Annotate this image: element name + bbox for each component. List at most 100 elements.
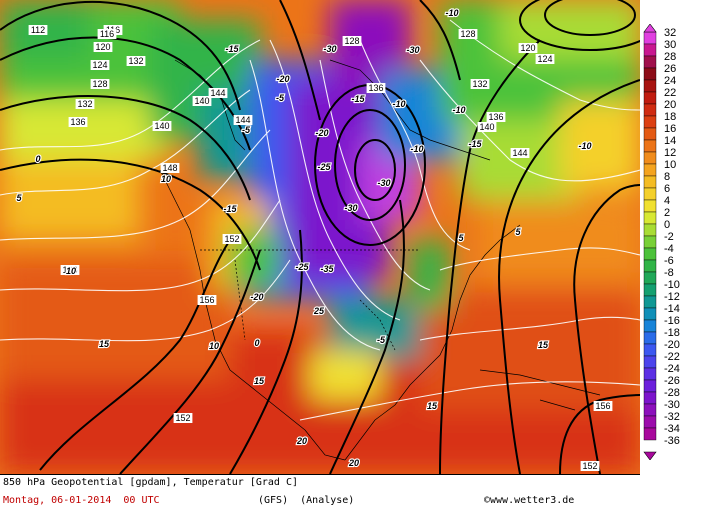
geopotential-label-bg (535, 54, 555, 64)
temperature-label: 0 (35, 154, 40, 164)
temperature-label: 10 (161, 174, 171, 184)
isotherms (0, 19, 640, 421)
legend-swatch (643, 55, 657, 69)
temperature-label: 15 (427, 401, 438, 411)
geopotential-label: 140 (154, 121, 169, 131)
temperature-label: -30 (323, 44, 336, 54)
temperature-label: 15 (99, 339, 110, 349)
legend-tick-label: -12 (664, 291, 680, 303)
geopotential-label-bg (477, 122, 497, 132)
legend-tick-label: -36 (664, 435, 680, 447)
temperature-label: 10 (66, 266, 76, 276)
geopotential-label: 144 (512, 148, 527, 158)
geopotential-label: 156 (595, 401, 610, 411)
weather-map: 1121161201241281321361401441481521561281… (0, 0, 640, 474)
geopotential-label-bg (173, 413, 193, 423)
legend-swatch (643, 247, 657, 261)
geopotential-label: 152 (175, 413, 190, 423)
geopotential-label: 140 (194, 96, 209, 106)
legend-tick-label: -24 (664, 363, 680, 375)
geopotential-label: 128 (344, 36, 359, 46)
legend-tick-label: -26 (664, 375, 680, 387)
legend-swatch (643, 151, 657, 165)
temperature-label: 0 (254, 338, 259, 348)
geopotential-label-bg (152, 121, 172, 131)
legend-tick-label: 2 (664, 207, 670, 219)
temperature-label: -5 (377, 335, 386, 345)
legend-swatch (643, 379, 657, 393)
geopotential-label-bg (197, 295, 217, 305)
legend-tick-label: -28 (664, 387, 680, 399)
map-footer: 850 hPa Geopotential [gpdam], Temperatur… (0, 474, 640, 514)
temperature-label: -20 (315, 128, 328, 138)
geopotential-label: 144 (235, 115, 250, 125)
legend-swatch (643, 355, 657, 369)
legend-tick-label: 26 (664, 63, 676, 75)
temperature-label: 5 (458, 233, 464, 243)
temperature-label: -10 (410, 144, 423, 154)
legend-swatch (643, 343, 657, 357)
temperature-label: -30 (344, 203, 357, 213)
legend-swatch (643, 199, 657, 213)
geopotential-label-bg (90, 79, 110, 89)
temperature-label: -25 (317, 162, 331, 172)
temperature-label: 25 (313, 306, 325, 316)
geopotential-label-bg (222, 234, 242, 244)
temperature-label: -20 (250, 292, 263, 302)
legend-swatch (643, 115, 657, 129)
footer-date: Montag, 06-01-2014 00 UTC (3, 495, 160, 506)
geopotential-label: 136 (368, 83, 383, 93)
temperature-field (0, 0, 640, 474)
temperature-label: 15 (254, 376, 265, 386)
temperature-label: -10 (452, 105, 465, 115)
legend-tick-label: -20 (664, 339, 680, 351)
geopotential-label-bg (486, 112, 506, 122)
geopotential-label-bg (458, 29, 478, 39)
geopotential-label-bg (510, 148, 530, 158)
legend-swatch (643, 103, 657, 117)
temperature-label: -15 (225, 44, 239, 54)
geopotential-label: 132 (128, 56, 143, 66)
temperature-label: -35 (320, 264, 334, 274)
geopotential-label-bg (75, 99, 95, 109)
legend-tick-label: 10 (664, 159, 676, 171)
geopotential-label: 148 (62, 265, 77, 275)
legend-tick-label: 30 (664, 39, 676, 51)
geopotential-label-bg (342, 36, 362, 46)
temperature-label: 10 (209, 341, 219, 351)
geopotential-label-bg (366, 83, 386, 93)
legend-swatch (643, 307, 657, 321)
temperature-label: -15 (468, 139, 482, 149)
legend-tick-label: 6 (664, 183, 670, 195)
legend-swatch (643, 391, 657, 405)
legend-tick-label: -2 (664, 231, 674, 243)
geopotential-label-bg (160, 163, 180, 173)
temperature-label: -15 (223, 204, 237, 214)
geopotential-label-bg (126, 56, 146, 66)
geopotential-label-bg (97, 29, 117, 39)
geopotential-label: 152 (224, 234, 239, 244)
geopotential-label-bg (208, 88, 228, 98)
legend-swatch (643, 403, 657, 417)
legend-swatch (643, 211, 657, 225)
legend-swatch (643, 271, 657, 285)
legend-tick-label: -10 (664, 279, 680, 291)
legend-tick-label: -30 (664, 399, 680, 411)
legend-tick-label: -14 (664, 303, 680, 315)
legend-swatch (643, 163, 657, 177)
geopotential-label: 148 (162, 163, 177, 173)
legend-tick-label: 8 (664, 171, 670, 183)
legend-tick-label: 0 (664, 219, 670, 231)
geopotential-label: 132 (472, 79, 487, 89)
legend-swatch (643, 223, 657, 237)
legend-tick-label: 4 (664, 195, 670, 207)
geopotential-label: 128 (460, 29, 475, 39)
temperature-label: 20 (348, 458, 359, 468)
legend-tick-label: -34 (664, 423, 680, 435)
legend-swatch (643, 127, 657, 141)
legend-swatch (643, 43, 657, 57)
legend-tick-label: -16 (664, 315, 680, 327)
legend-swatch (643, 139, 657, 153)
temperature-label: -5 (276, 93, 285, 103)
legend-swatch (643, 283, 657, 297)
